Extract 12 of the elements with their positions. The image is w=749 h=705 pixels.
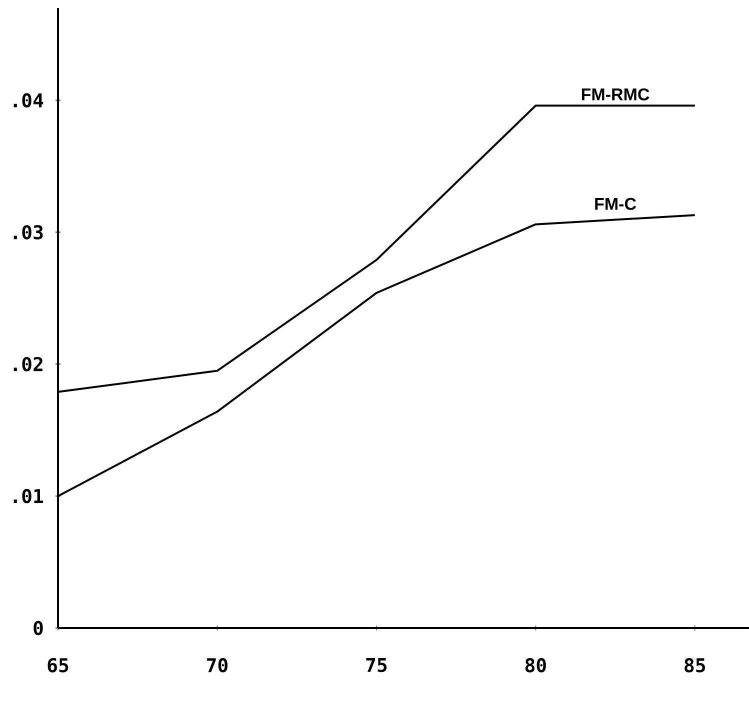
y-tick-label: .04 — [14, 93, 44, 108]
y-tick-label: .03 — [14, 225, 43, 240]
x-tick-label: 70 — [207, 658, 228, 672]
y-tick-label: .01 — [14, 488, 44, 504]
series-label: FM-C — [595, 198, 636, 210]
x-tick-label: 85 — [684, 658, 706, 672]
x-tick-label: 80 — [525, 658, 546, 672]
y-tick-label: 0 — [34, 620, 43, 636]
series-label: FM-RMC — [582, 88, 650, 100]
x-tick-label: 65 — [48, 658, 68, 672]
y-tick-label: .02 — [14, 356, 42, 372]
x-tick-label: 75 — [366, 658, 387, 672]
